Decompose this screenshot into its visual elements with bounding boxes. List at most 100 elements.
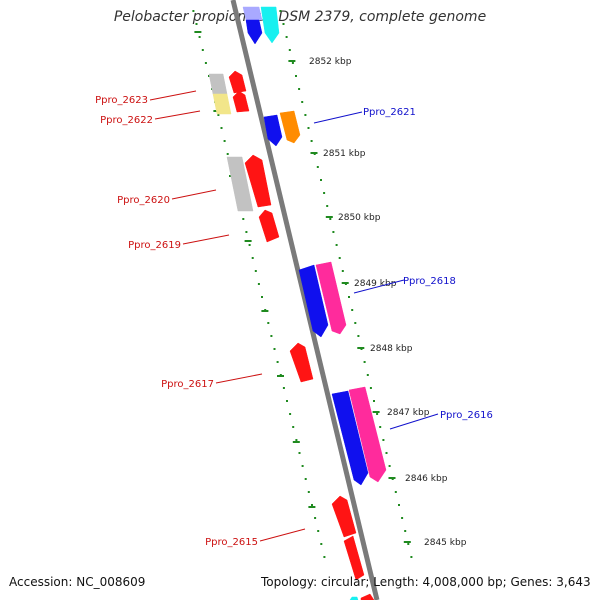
tick-mark [276, 361, 279, 363]
tick-mark [410, 556, 413, 558]
tick-mark [316, 166, 319, 168]
label-leader [154, 110, 201, 120]
gene-label[interactable]: Ppro_2623 [95, 95, 148, 106]
tick-mark [220, 127, 223, 129]
tick-mark [298, 88, 301, 90]
tick-mark [388, 465, 391, 467]
label-leader [215, 373, 263, 384]
gene-label[interactable]: Ppro_2616 [440, 410, 493, 421]
gene-arrow[interactable] [331, 390, 369, 486]
tick-mark [217, 114, 220, 116]
tick-mark [245, 231, 248, 233]
tick-mark [317, 530, 320, 532]
major-tick [403, 541, 411, 543]
gene-arrow[interactable] [279, 110, 301, 144]
tick-mark [251, 257, 254, 259]
gene-arrow[interactable] [348, 386, 387, 483]
tick-mark [195, 23, 198, 25]
major-tick [325, 216, 333, 218]
gene-arrow[interactable] [212, 93, 232, 115]
gene-arrow[interactable] [242, 6, 263, 21]
minus-gene-labels: Ppro_2623 Ppro_2622 Ppro_2620 Ppro_2619 … [95, 95, 258, 548]
gene-arrow[interactable] [298, 264, 329, 338]
gene-arrow[interactable] [232, 90, 250, 113]
gene-label[interactable]: Ppro_2620 [117, 195, 170, 206]
label-leader [171, 189, 217, 200]
tick-mark [385, 452, 388, 454]
gene-label[interactable]: Ppro_2615 [205, 537, 258, 548]
tick-mark [394, 491, 397, 493]
gene-arrow[interactable] [260, 6, 280, 44]
gene-label[interactable]: Ppro_2619 [128, 240, 181, 251]
label-leader [389, 413, 439, 430]
tick-mark [357, 335, 360, 337]
tick-mark [401, 517, 404, 519]
gene-label[interactable]: Ppro_2617 [161, 379, 214, 390]
tick-mark [326, 205, 329, 207]
kbp-label: 2847 kbp [387, 408, 430, 418]
tick-mark [270, 335, 273, 337]
tick-mark [254, 270, 257, 272]
gene-label[interactable]: Ppro_2622 [100, 115, 153, 126]
tick-mark [351, 309, 354, 311]
kbp-label: 2851 kbp [323, 149, 366, 159]
tick-mark [320, 543, 323, 545]
gene-arrow[interactable] [263, 114, 283, 147]
genome-backbone [230, 0, 380, 600]
tick-mark [323, 192, 326, 194]
tick-mark [323, 556, 326, 558]
tick-mark [335, 244, 338, 246]
label-leader [149, 90, 197, 101]
gene-arrow[interactable] [360, 593, 375, 600]
tick-mark [376, 413, 379, 415]
gene-arrow[interactable] [289, 342, 314, 383]
gene-arrow[interactable] [228, 70, 247, 94]
major-tick [277, 375, 284, 377]
tick-mark [329, 218, 332, 220]
tick-mark [248, 244, 251, 246]
accession-text: Accession: NC_008609 [9, 575, 146, 589]
gene-label[interactable]: Ppro_2621 [363, 107, 416, 118]
kbp-label: 2849 kbp [354, 279, 397, 289]
tick-mark [273, 348, 276, 350]
tick-mark [201, 49, 204, 51]
gene-arrow[interactable] [245, 19, 263, 45]
kbp-label: 2852 kbp [309, 57, 352, 67]
tick-mark [261, 296, 263, 298]
tick-mark [379, 426, 382, 428]
tick-mark [192, 10, 195, 12]
gene-arrow[interactable] [315, 261, 347, 335]
gene-arrow[interactable] [343, 535, 365, 581]
tick-mark [289, 413, 292, 415]
tick-mark [363, 361, 366, 363]
tick-mark [338, 257, 341, 259]
gene-arrow[interactable] [331, 495, 357, 538]
major-tick [261, 310, 269, 312]
tick-mark [226, 153, 229, 155]
tick-mark [292, 426, 295, 428]
gene-arrow[interactable] [258, 209, 280, 243]
summary-text: Topology: circular; Length: 4,008,000 bp… [261, 575, 591, 589]
tick-mark [286, 400, 288, 402]
gene-arrow[interactable] [208, 73, 228, 95]
gene-arrow[interactable] [349, 596, 359, 600]
tick-mark [223, 140, 226, 142]
tick-mark [341, 270, 344, 272]
tick-mark [382, 439, 385, 441]
map-title: Pelobacter propionicus DSM 2379, complet… [113, 9, 487, 25]
gene-arrow[interactable] [244, 154, 272, 208]
gene-arrow[interactable] [226, 156, 254, 212]
tick-mark [310, 140, 313, 142]
major-tick [288, 60, 296, 62]
label-leader [353, 279, 405, 294]
tick-mark [301, 101, 304, 103]
major-tick [194, 31, 202, 33]
kbp-label: 2850 kbp [338, 213, 381, 223]
plus-strand-genes [242, 6, 387, 600]
tick-mark [369, 387, 372, 389]
tick-mark [282, 23, 285, 25]
major-tick [308, 506, 316, 508]
major-tick [341, 282, 349, 284]
gene-label[interactable]: Ppro_2618 [403, 276, 456, 287]
